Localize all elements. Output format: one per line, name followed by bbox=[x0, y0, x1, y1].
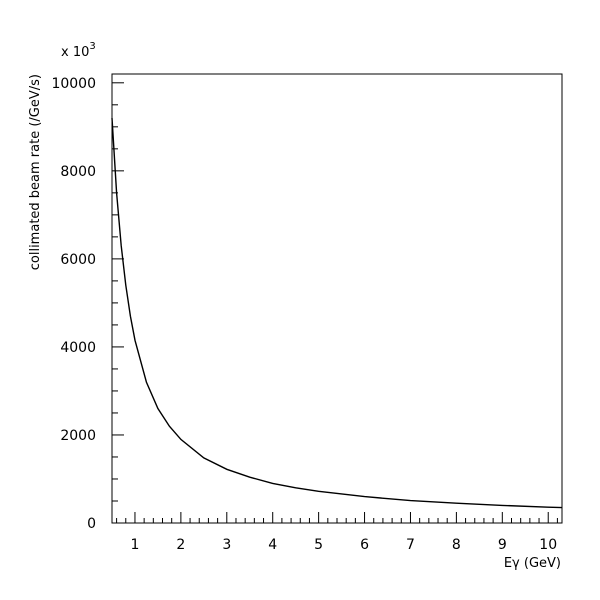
x-tick-label: 8 bbox=[452, 537, 461, 553]
x-tick-label: 1 bbox=[130, 537, 139, 553]
y-tick-label: 4000 bbox=[60, 340, 96, 356]
y-tick-label: 6000 bbox=[60, 252, 96, 268]
axis-tick-labels: 1 2 3 4 5 6 7 8 9 10 0 2000 4000 6000 8000 10000 bbox=[51, 76, 557, 553]
x-tick-label: 5 bbox=[314, 537, 323, 553]
axis-ticks bbox=[112, 82, 558, 524]
x-tick-label: 10 bbox=[539, 537, 557, 553]
y-axis-label: collimated beam rate (/GeV/s) bbox=[28, 74, 43, 270]
y-multiplier-label: x 103 bbox=[61, 41, 96, 60]
x-axis-label: Eγ (GeV) bbox=[504, 556, 561, 571]
series-layer bbox=[111, 117, 563, 509]
y-tick-label: 10000 bbox=[51, 76, 96, 92]
x-tick-label: 7 bbox=[406, 537, 415, 553]
x-tick-label: 4 bbox=[268, 537, 277, 553]
x-tick-label: 6 bbox=[360, 537, 369, 553]
x-tick-label: 9 bbox=[498, 537, 507, 553]
y-tick-label: 2000 bbox=[60, 428, 96, 444]
x-tick-label: 3 bbox=[222, 537, 231, 553]
plot-frame bbox=[111, 73, 563, 524]
beam-rate-curve bbox=[111, 117, 563, 509]
x-tick-label: 2 bbox=[176, 537, 185, 553]
y-tick-label: 0 bbox=[87, 516, 96, 532]
y-tick-label: 8000 bbox=[60, 164, 96, 180]
